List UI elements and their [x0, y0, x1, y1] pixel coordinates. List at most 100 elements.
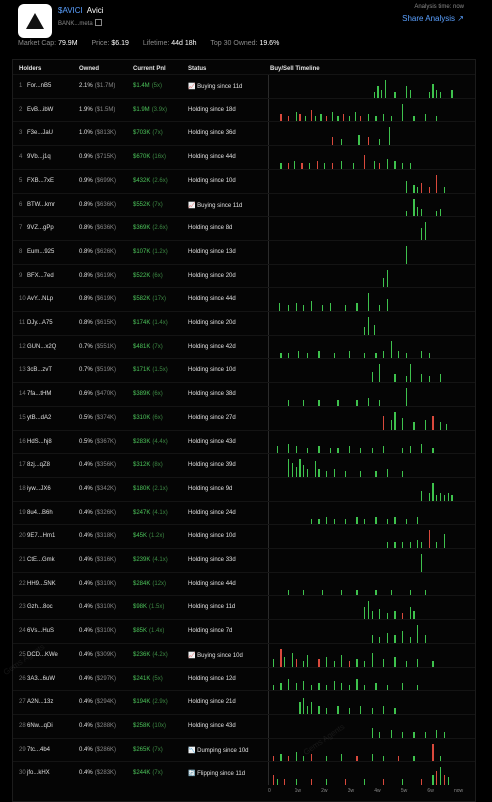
- buy-bar: [326, 516, 328, 525]
- table-row[interactable]: 3 F3e...JaU 1.0% ($813K) $703K (7x) Holding si…: [13, 121, 475, 146]
- holder-address-link[interactable]: BFX...7ed: [27, 272, 54, 279]
- owned-cell: 1.9% ($1.5M): [79, 107, 115, 113]
- owned-usd: ($342K): [94, 485, 117, 492]
- holder-address-link[interactable]: Eum...925: [27, 248, 55, 255]
- table-row[interactable]: 21 CtE...Gmk 0.4% ($316K) $239K (4.1x) Holding…: [13, 548, 475, 573]
- owned-percent: 1.9%: [79, 106, 93, 113]
- holder-address-link[interactable]: 8u4...B6h: [27, 509, 53, 516]
- holder-address-link[interactable]: 7tc...4b4: [27, 746, 51, 753]
- table-row[interactable]: 2 EvB...ibW 1.9% ($1.5M) $1.9M (3.9x) Holding …: [13, 97, 475, 123]
- buy-bar: [326, 684, 328, 691]
- holder-timeline: [268, 596, 462, 620]
- table-row[interactable]: 14 7fa...tHM 0.6% ($470K) $389K (6x) Holding s…: [13, 382, 475, 407]
- holder-address-link[interactable]: For...nB5: [27, 83, 52, 89]
- owned-cell: 0.8% ($615K): [79, 320, 116, 326]
- buy-bar: [278, 303, 280, 312]
- table-row[interactable]: 27 A2N...13z 0.4% ($294K) $194K (2.9x) Holding…: [13, 690, 475, 715]
- table-row[interactable]: 20 9E7...Hm1 0.4% ($318K) $45K (1.2x) Holding …: [13, 524, 475, 549]
- table-row[interactable]: 11 DJy...A75 0.8% ($615K) $174K (1.4x) Holding…: [13, 311, 475, 336]
- table-row[interactable]: 9 BFX...7ed 0.8% ($619K) $522K (6x) Holding si…: [13, 263, 475, 289]
- table-row[interactable]: 15 ytB...dA2 0.5% ($374K) $310K (6x) Holding s…: [13, 405, 475, 431]
- buy-bar: [421, 490, 423, 501]
- holder-address-link[interactable]: HH9...5NK: [27, 580, 56, 587]
- holder-address-link[interactable]: AvY...NLp: [27, 296, 54, 303]
- holder-timeline: [268, 572, 462, 596]
- share-analysis-link[interactable]: Share Analysis ↗: [402, 14, 464, 23]
- holder-address-link[interactable]: DCD...KWe: [27, 651, 58, 658]
- table-row[interactable]: 7 9VZ...gPp 0.8% ($636K) $369K (2.6x) Holding …: [13, 216, 475, 241]
- holder-address-link[interactable]: A2N...13z: [27, 699, 54, 706]
- holder-address-link[interactable]: jfo...kHX: [27, 770, 50, 777]
- sell-bar: [436, 174, 438, 193]
- table-row[interactable]: 4 9Vb...j1q 0.9% ($715K) $670K (16x) Holding s…: [13, 145, 475, 170]
- pnl-cell: $85K (1.4x): [133, 628, 164, 634]
- buy-bar: [447, 777, 449, 786]
- buy-bar: [310, 702, 313, 715]
- owned-usd: ($619K): [94, 272, 117, 279]
- holder-address-link[interactable]: iyw...JX6: [27, 485, 51, 492]
- holder-address-link[interactable]: 6Vs...HuS: [27, 628, 55, 635]
- holder-address-link[interactable]: 6Nw...qDi: [27, 722, 53, 729]
- pnl-value: $236K: [133, 651, 151, 658]
- pnl-cell: $522K (6x): [133, 273, 163, 279]
- holder-address-link[interactable]: F3e...JaU: [27, 130, 54, 137]
- holder-address-link[interactable]: BTW...kmr: [27, 201, 55, 208]
- table-row[interactable]: 6 BTW...kmr 0.8% ($636K) $552K (7x) 📈 Buying s…: [13, 192, 475, 218]
- analysis-time: Analysis time: now: [414, 4, 464, 10]
- buy-bar: [303, 698, 305, 715]
- pnl-multiple: (17x): [152, 296, 167, 303]
- table-row[interactable]: 1 For...nB5 2.1% ($1.7M) $1.4M (5x) 📈 Buying s…: [13, 74, 475, 99]
- table-row[interactable]: 13 3cB...zvT 0.7% ($519K) $171K (1.5x) Holding…: [13, 358, 475, 383]
- holder-address-link[interactable]: 8zj...qZ8: [27, 462, 51, 469]
- table-row[interactable]: 24 6Vs...HuS 0.4% ($310K) $85K (1.4x) Holding …: [13, 619, 475, 644]
- copy-icon[interactable]: [94, 19, 102, 26]
- holder-address-link[interactable]: Gzh...8oc: [27, 604, 53, 611]
- holder-address-link[interactable]: 9E7...Hm1: [27, 533, 56, 540]
- market-cap-value: 79.9M: [58, 40, 78, 47]
- holder-address-link[interactable]: EvB...ibW: [27, 106, 54, 113]
- holder-status: Holding since 39d: [188, 462, 236, 469]
- holder-address-link[interactable]: 3A3...6uW: [27, 675, 56, 682]
- buy-bar: [318, 706, 320, 715]
- table-row[interactable]: 5 FXB...7xE 0.9% ($699K) $432K (2.6x) Holding …: [13, 168, 475, 194]
- table-row[interactable]: 8 Eum...925 0.8% ($626K) $107K (1.2x) Holding …: [13, 239, 475, 265]
- table-row[interactable]: 18 iyw...JX6 0.4% ($342K) $180K (2.1x) Holding…: [13, 476, 475, 502]
- buy-bar: [314, 461, 316, 478]
- owned-cell: 0.4% ($309K): [79, 652, 116, 658]
- table-row[interactable]: 10 AvY...NLp 0.8% ($619K) $582K (17x) Holding …: [13, 287, 475, 312]
- holder-address-link[interactable]: ytB...dA2: [27, 414, 52, 421]
- table-row[interactable]: 17 8zj...qZ8 0.4% ($356K) $312K (8x) Holding s…: [13, 453, 475, 478]
- buy-bar: [405, 376, 408, 383]
- token-symbol-link[interactable]: $AVICI: [58, 6, 83, 15]
- table-row[interactable]: 16 HdS...hj8 0.5% ($367K) $283K (4.4x) Holding…: [13, 429, 475, 455]
- holder-address-link[interactable]: 7fa...tHM: [27, 391, 52, 398]
- buy-bar: [276, 445, 278, 454]
- pnl-multiple: (5x): [151, 83, 163, 89]
- buy-bar: [348, 708, 351, 715]
- table-row[interactable]: 26 3A3...6uW 0.4% ($297K) $241K (5x) Holding s…: [13, 666, 475, 692]
- owned-cell: 0.7% ($551K): [79, 344, 116, 350]
- sell-bar: [280, 648, 282, 667]
- holder-timeline: [268, 75, 462, 98]
- holder-address-link[interactable]: CtE...Gmk: [27, 557, 55, 563]
- holder-address-link[interactable]: FXB...7xE: [27, 177, 55, 184]
- table-row[interactable]: 29 7tc...4b4 0.4% ($286K) $265K (7x) 📉 Dumping…: [13, 737, 475, 763]
- table-row[interactable]: 22 HH9...5NK 0.4% ($310K) $284K (12x) Holding …: [13, 571, 475, 597]
- table-row[interactable]: 19 8u4...B6h 0.4% ($326K) $247K (4.1x) Holding…: [13, 500, 475, 526]
- table-row[interactable]: 30 jfo...kHX 0.4% ($283K) $244K (7x) 🔄 Flippin…: [13, 761, 475, 786]
- table-row[interactable]: 25 DCD...KWe 0.4% ($309K) $236K (4.2x) 📈 Buyin…: [13, 642, 475, 668]
- table-row[interactable]: 23 Gzh...8oc 0.4% ($310K) $98K (1.5x) Holding …: [13, 595, 475, 620]
- holder-rank: 26: [19, 675, 26, 682]
- holder-address-link[interactable]: DJy...A75: [27, 320, 53, 326]
- holder-address-link[interactable]: 9Vb...j1q: [27, 154, 51, 161]
- holder-address-link[interactable]: HdS...hj8: [27, 438, 52, 445]
- table-row[interactable]: 28 6Nw...qDi 0.4% ($288K) $258K (10x) Holding …: [13, 713, 475, 739]
- holder-address-link[interactable]: GUN...x2Q: [27, 343, 57, 350]
- owned-percent: 0.4%: [79, 651, 93, 658]
- holder-address-link[interactable]: 9VZ...gPp: [27, 225, 54, 232]
- holder-status: 📈 Buying since 11d: [188, 202, 243, 209]
- pnl-cell: $171K (1.5x): [133, 367, 168, 373]
- owned-cell: 0.4% ($286K): [79, 747, 116, 753]
- table-row[interactable]: 12 GUN...x2Q 0.7% ($551K) $481K (7x) Holding s…: [13, 334, 475, 360]
- holder-address-link[interactable]: 3cB...zvT: [27, 367, 53, 374]
